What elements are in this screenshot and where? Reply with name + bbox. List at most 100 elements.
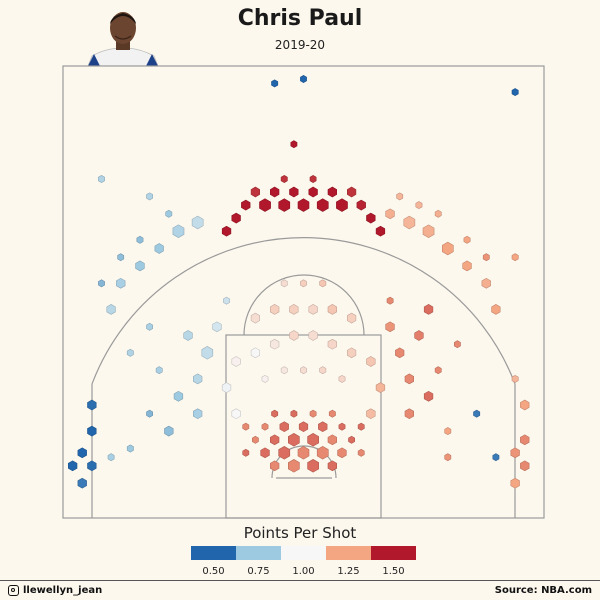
chart-title: Chris Paul	[237, 6, 363, 31]
legend-tick-label: 1.00	[292, 566, 315, 577]
shot-hexbin	[146, 409, 153, 418]
shot-hexbin	[316, 446, 329, 460]
player-headshot	[86, 4, 160, 66]
shot-hexbin	[126, 444, 134, 453]
shot-hexbin	[271, 79, 279, 88]
shot-hexbin	[366, 408, 376, 420]
shot-hexbin	[280, 366, 288, 375]
shot-hexbin	[510, 447, 520, 459]
shot-hexbin	[318, 421, 328, 433]
shot-hexbin	[260, 447, 270, 459]
shot-hexbin	[259, 198, 271, 212]
legend-tick-label: 1.50	[382, 566, 405, 577]
shot-hexbin	[270, 186, 280, 198]
shot-hexbin	[347, 186, 357, 198]
legend-title: Points Per Shot	[243, 524, 357, 542]
shot-hexbin	[375, 382, 386, 393]
shot-hexbin	[308, 186, 318, 198]
shot-hexbin	[231, 356, 241, 367]
shot-hexbin	[300, 75, 307, 83]
shot-hexbin	[271, 409, 279, 418]
shot-hexbin	[309, 175, 317, 183]
shot-hexbin	[434, 209, 442, 218]
shot-hexbin	[289, 304, 299, 315]
shot-hexbin	[300, 366, 307, 375]
shot-hexbin	[357, 422, 365, 431]
shot-hexbin	[146, 322, 153, 331]
legend-ticks: 0.50 0.75 1.00 1.25 1.50	[191, 566, 416, 580]
shot-hexbin	[297, 446, 310, 460]
shot-hexbin	[278, 198, 291, 212]
shot-hexbin	[366, 212, 376, 224]
shot-hexbin	[297, 198, 310, 212]
shot-hexbin	[336, 198, 348, 212]
shot-hexbin	[444, 427, 452, 436]
shot-hexbin	[241, 199, 251, 211]
instagram-icon	[8, 585, 19, 596]
court-lines	[62, 65, 545, 519]
shot-hexbin	[366, 356, 376, 367]
shot-hexbin	[319, 366, 327, 375]
shot-hexbin	[87, 399, 97, 411]
shot-hexbin	[221, 225, 232, 237]
shot-hexbin	[308, 304, 318, 315]
shot-hexbin	[279, 421, 289, 433]
shot-hexbin	[423, 304, 434, 315]
shot-hexbin	[395, 347, 405, 359]
shot-hexbin	[482, 253, 490, 262]
shot-hexbin	[146, 192, 153, 201]
shot-hexbin	[242, 422, 250, 431]
shot-hexbin	[252, 435, 259, 444]
shot-hexbin	[165, 209, 173, 218]
shot-hexbin	[135, 260, 145, 272]
shot-hexbin	[520, 434, 530, 446]
shot-hexbin	[193, 408, 203, 420]
shot-hexbin	[520, 460, 530, 472]
shot-hexbin	[347, 312, 357, 324]
shot-hexbin	[347, 347, 357, 359]
shot-hexbin	[511, 88, 519, 97]
shot-hexbin	[77, 477, 87, 489]
three-point-arc	[91, 237, 516, 385]
shot-hexbin	[288, 459, 300, 473]
author-handle[interactable]: llewellyn_jean	[8, 585, 102, 596]
legend-swatch	[236, 546, 281, 560]
author-handle-text: llewellyn_jean	[23, 585, 103, 596]
shot-hexbin	[520, 399, 530, 411]
shot-hexbin	[270, 304, 280, 315]
shot-hexbin	[191, 215, 204, 230]
shot-hexbin	[356, 199, 366, 211]
shot-hexbin	[308, 330, 318, 341]
shot-hexbin	[300, 279, 307, 288]
shot-hexbin	[454, 340, 461, 349]
shot-hexbin	[386, 296, 394, 305]
shot-hexbin	[442, 241, 454, 256]
shot-hexbin	[403, 215, 416, 230]
legend-colorbar	[191, 546, 416, 560]
shot-hexbin	[261, 422, 269, 431]
shot-hexbin	[231, 212, 241, 224]
shot-hexbin	[87, 460, 97, 472]
shot-hexbin	[116, 277, 126, 289]
shot-hexbin	[288, 433, 300, 447]
shot-hexbin	[107, 453, 115, 462]
shot-hexbin	[319, 279, 327, 288]
shot-hexbin	[242, 448, 250, 457]
shot-hexbin	[106, 304, 116, 315]
shot-hexbin	[337, 447, 347, 459]
legend-swatch	[281, 546, 326, 560]
shot-hexbin	[309, 409, 317, 418]
shot-hexbin	[385, 321, 395, 333]
shot-hexbin	[270, 460, 280, 472]
shot-hexbin	[154, 243, 164, 254]
shot-hexbin	[511, 374, 519, 383]
shot-hexbin	[338, 422, 346, 431]
shot-hexbin	[463, 235, 471, 244]
shot-hexbin	[212, 321, 222, 333]
shot-hexbin	[250, 186, 260, 198]
shot-hexbin	[98, 175, 105, 183]
shot-hexbin	[280, 279, 288, 288]
shot-hexbin	[444, 453, 452, 462]
shot-hexbin	[462, 260, 472, 272]
